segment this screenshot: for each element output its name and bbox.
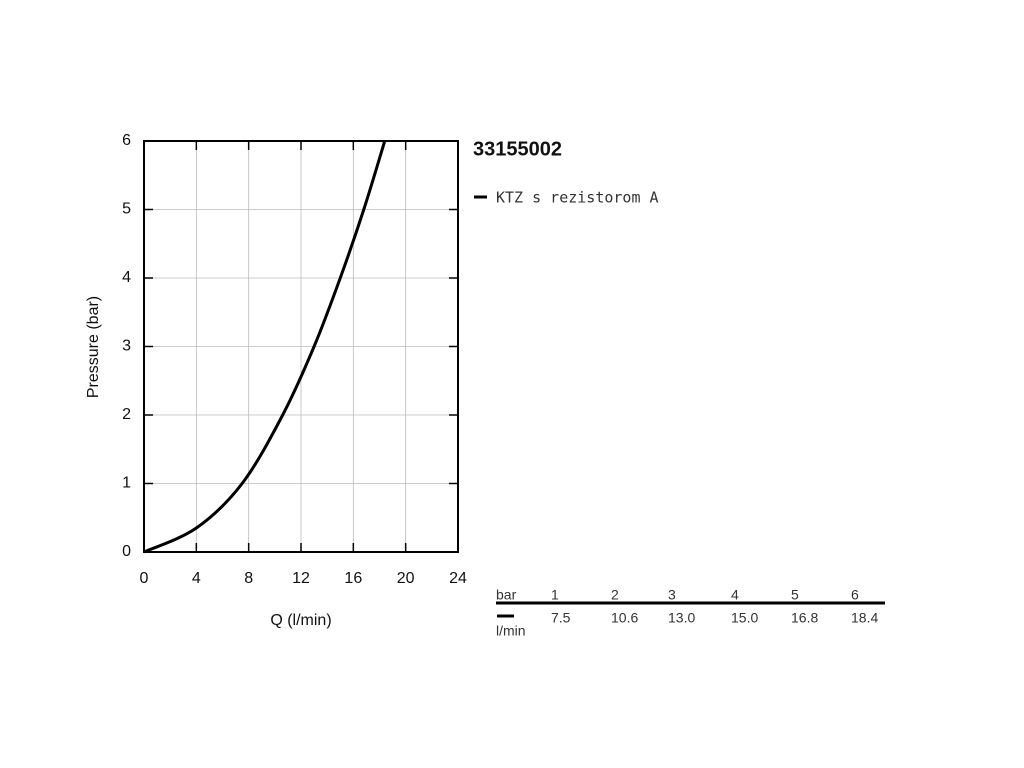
y-tick-label: 6 (122, 132, 131, 149)
y-tick-label: 3 (122, 338, 131, 355)
table-unit-label: l/min (496, 623, 526, 639)
table-flow: 16.8 (791, 610, 818, 626)
table-pressure: 4 (731, 587, 739, 603)
x-tick-label: 16 (344, 570, 362, 587)
y-tick-label: 1 (122, 475, 131, 492)
chart-title: 33155002 (473, 138, 562, 160)
line (143, 140, 387, 554)
x-tick-label: 12 (292, 570, 310, 587)
table-flow: 7.5 (551, 610, 571, 626)
y-tick-label: 4 (122, 269, 131, 286)
x-axis-label: Q (l/min) (270, 612, 331, 629)
table-pressure: 2 (611, 587, 619, 603)
table-row-label: bar (496, 587, 517, 603)
x-tick-label: 8 (244, 570, 253, 587)
table-flow: 15.0 (731, 610, 758, 626)
y-tick-label: 0 (122, 543, 131, 560)
table-pressure: 5 (791, 587, 799, 603)
x-tick-label: 4 (192, 570, 201, 587)
table-pressure: 3 (668, 587, 676, 603)
table-flow: 18.4 (851, 610, 878, 626)
legend-label: KTZ s rezistorom A (496, 189, 659, 207)
y-tick-label: 5 (122, 201, 131, 218)
table-flow: 10.6 (611, 610, 638, 626)
x-tick-label: 20 (397, 570, 415, 587)
x-tick-label: 0 (140, 570, 149, 587)
plot-frame (143, 140, 459, 553)
table-flow: 13.0 (668, 610, 695, 626)
y-tick-label: 2 (122, 406, 131, 423)
table-pressure: 1 (551, 587, 559, 603)
y-axis-label: Pressure (bar) (85, 296, 102, 398)
x-tick-label: 24 (449, 570, 467, 587)
table-pressure: 6 (851, 587, 859, 603)
